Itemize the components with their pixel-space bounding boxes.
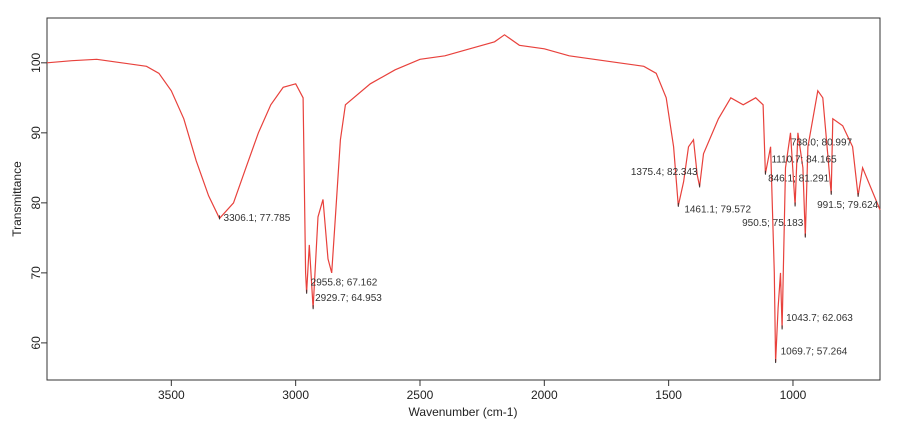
peak-label: 1461.1; 79.572 [684,204,751,215]
y-tick-label: 90 [29,126,43,140]
peak-label: 1043.7; 62.063 [786,313,853,324]
x-tick-label: 3500 [158,388,185,402]
peak-label: 950.5; 75.183 [742,218,804,229]
plot-frame [46,17,881,381]
x-tick-label: 2500 [407,388,434,402]
spectrum-line [46,34,881,363]
y-axis-label: Transmittance [10,161,24,237]
y-tick-label: 70 [29,266,43,280]
y-tick-label: 100 [29,52,43,72]
peak-label: 3306.1; 77.785 [224,213,291,224]
peak-label: 1069.7; 57.264 [781,347,848,358]
y-tick-label: 60 [29,336,43,350]
peak-label: 1110.7; 84.165 [771,154,837,165]
peak-label: 846.1; 81.291 [768,173,830,184]
peak-label: 2955.8; 67.162 [311,277,378,288]
peak-label: 738.0; 80.997 [791,138,853,149]
peak-label: 1375.4; 82.343 [631,167,698,178]
x-tick-label: 1000 [780,388,807,402]
x-axis-label: Wavenumber (cm-1) [409,405,518,419]
peak-label: 991.5; 79.624 [817,200,879,211]
x-tick-label: 1500 [655,388,682,402]
x-tick-label: 2000 [531,388,558,402]
x-tick-label: 3000 [282,388,309,402]
y-tick-label: 80 [29,196,43,210]
peak-label: 2929.7; 64.953 [315,293,382,304]
